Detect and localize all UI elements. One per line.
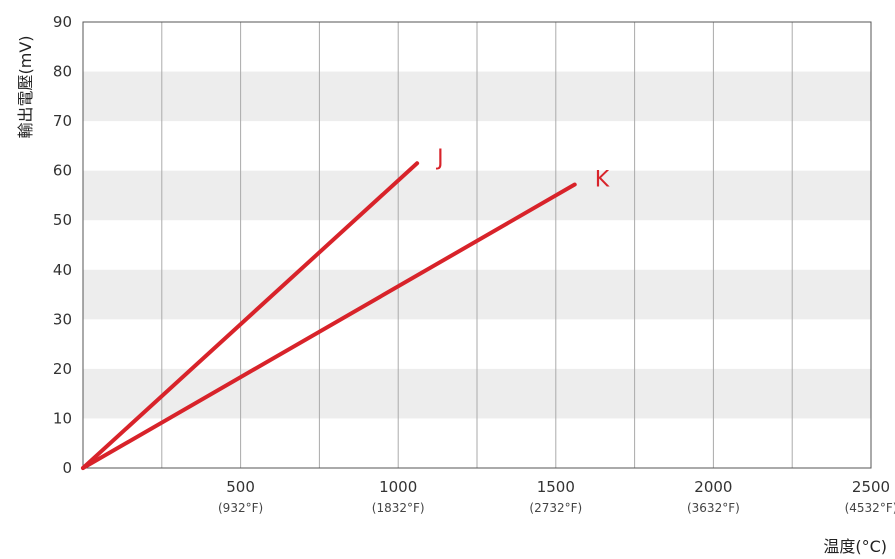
x-axis-ticks: 500 (932°F) 1000 (1832°F) 1500 (2732°F) 2000 (3… xyxy=(218,478,895,515)
x-tick-sublabel: (4532°F) xyxy=(845,501,895,515)
y-axis-title: 輸出電壓(mV) xyxy=(16,35,35,138)
series-lines: JK xyxy=(81,146,610,470)
x-tick-sublabel: (3632°F) xyxy=(687,501,740,515)
series-label-j: J xyxy=(435,146,444,171)
x-tick-label: 500 xyxy=(226,478,255,496)
y-tick-label: 50 xyxy=(53,211,72,229)
x-axis-title: 温度(°C) xyxy=(823,537,887,556)
series-line-k xyxy=(81,182,577,470)
series-line-j xyxy=(81,161,420,470)
x-tick-label: 1500 xyxy=(537,478,575,496)
x-tick-sublabel: (1832°F) xyxy=(372,501,425,515)
series-label-k: K xyxy=(595,168,610,193)
y-axis-ticks: 0 10 20 30 40 50 60 70 80 90 xyxy=(53,13,72,477)
x-tick-sublabel: (2732°F) xyxy=(529,501,582,515)
x-tick-label: 2000 xyxy=(694,478,732,496)
x-tick-label: 1000 xyxy=(379,478,417,496)
y-tick-label: 80 xyxy=(53,63,72,81)
y-tick-label: 10 xyxy=(53,409,72,427)
y-tick-label: 40 xyxy=(53,261,72,279)
y-tick-label: 90 xyxy=(53,13,72,31)
y-tick-label: 70 xyxy=(53,112,72,130)
y-tick-label: 30 xyxy=(53,310,72,328)
y-tick-label: 0 xyxy=(62,459,72,477)
plot-frame xyxy=(82,21,872,469)
y-tick-label: 60 xyxy=(53,162,72,180)
x-tick-label: 2500 xyxy=(852,478,890,496)
y-tick-label: 20 xyxy=(53,360,72,378)
x-tick-sublabel: (932°F) xyxy=(218,501,263,515)
